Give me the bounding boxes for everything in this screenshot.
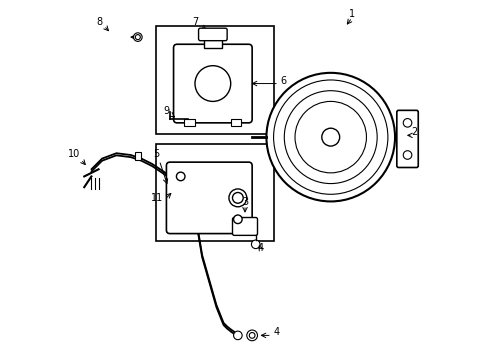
Bar xyxy=(231,119,242,126)
Text: 7: 7 xyxy=(192,17,198,27)
FancyBboxPatch shape xyxy=(167,162,252,234)
Circle shape xyxy=(267,73,395,202)
Bar xyxy=(135,153,141,159)
Circle shape xyxy=(249,333,255,338)
Circle shape xyxy=(135,35,140,40)
Circle shape xyxy=(322,128,340,146)
Circle shape xyxy=(403,118,412,127)
Bar xyxy=(204,39,222,48)
Circle shape xyxy=(176,172,185,181)
Text: 11: 11 xyxy=(150,193,163,203)
Circle shape xyxy=(234,215,242,224)
Text: 3: 3 xyxy=(242,197,248,207)
FancyBboxPatch shape xyxy=(397,111,418,167)
Text: 2: 2 xyxy=(412,127,418,138)
Text: 4: 4 xyxy=(273,327,280,337)
Text: 5: 5 xyxy=(153,149,159,159)
Circle shape xyxy=(247,330,258,341)
Circle shape xyxy=(234,331,242,340)
Circle shape xyxy=(251,240,260,249)
Text: 1: 1 xyxy=(349,9,355,19)
FancyBboxPatch shape xyxy=(198,28,227,41)
FancyBboxPatch shape xyxy=(173,44,252,123)
Text: 8: 8 xyxy=(96,17,102,27)
Text: 4: 4 xyxy=(258,243,264,253)
Circle shape xyxy=(134,33,142,41)
Bar xyxy=(156,144,273,241)
Text: 9: 9 xyxy=(164,106,170,116)
Circle shape xyxy=(232,193,243,203)
Text: 6: 6 xyxy=(281,76,287,86)
FancyBboxPatch shape xyxy=(232,217,258,235)
Text: 10: 10 xyxy=(69,149,81,159)
Bar xyxy=(156,26,273,134)
Circle shape xyxy=(229,189,247,207)
Circle shape xyxy=(195,66,231,102)
Circle shape xyxy=(403,151,412,159)
Bar xyxy=(184,119,195,126)
